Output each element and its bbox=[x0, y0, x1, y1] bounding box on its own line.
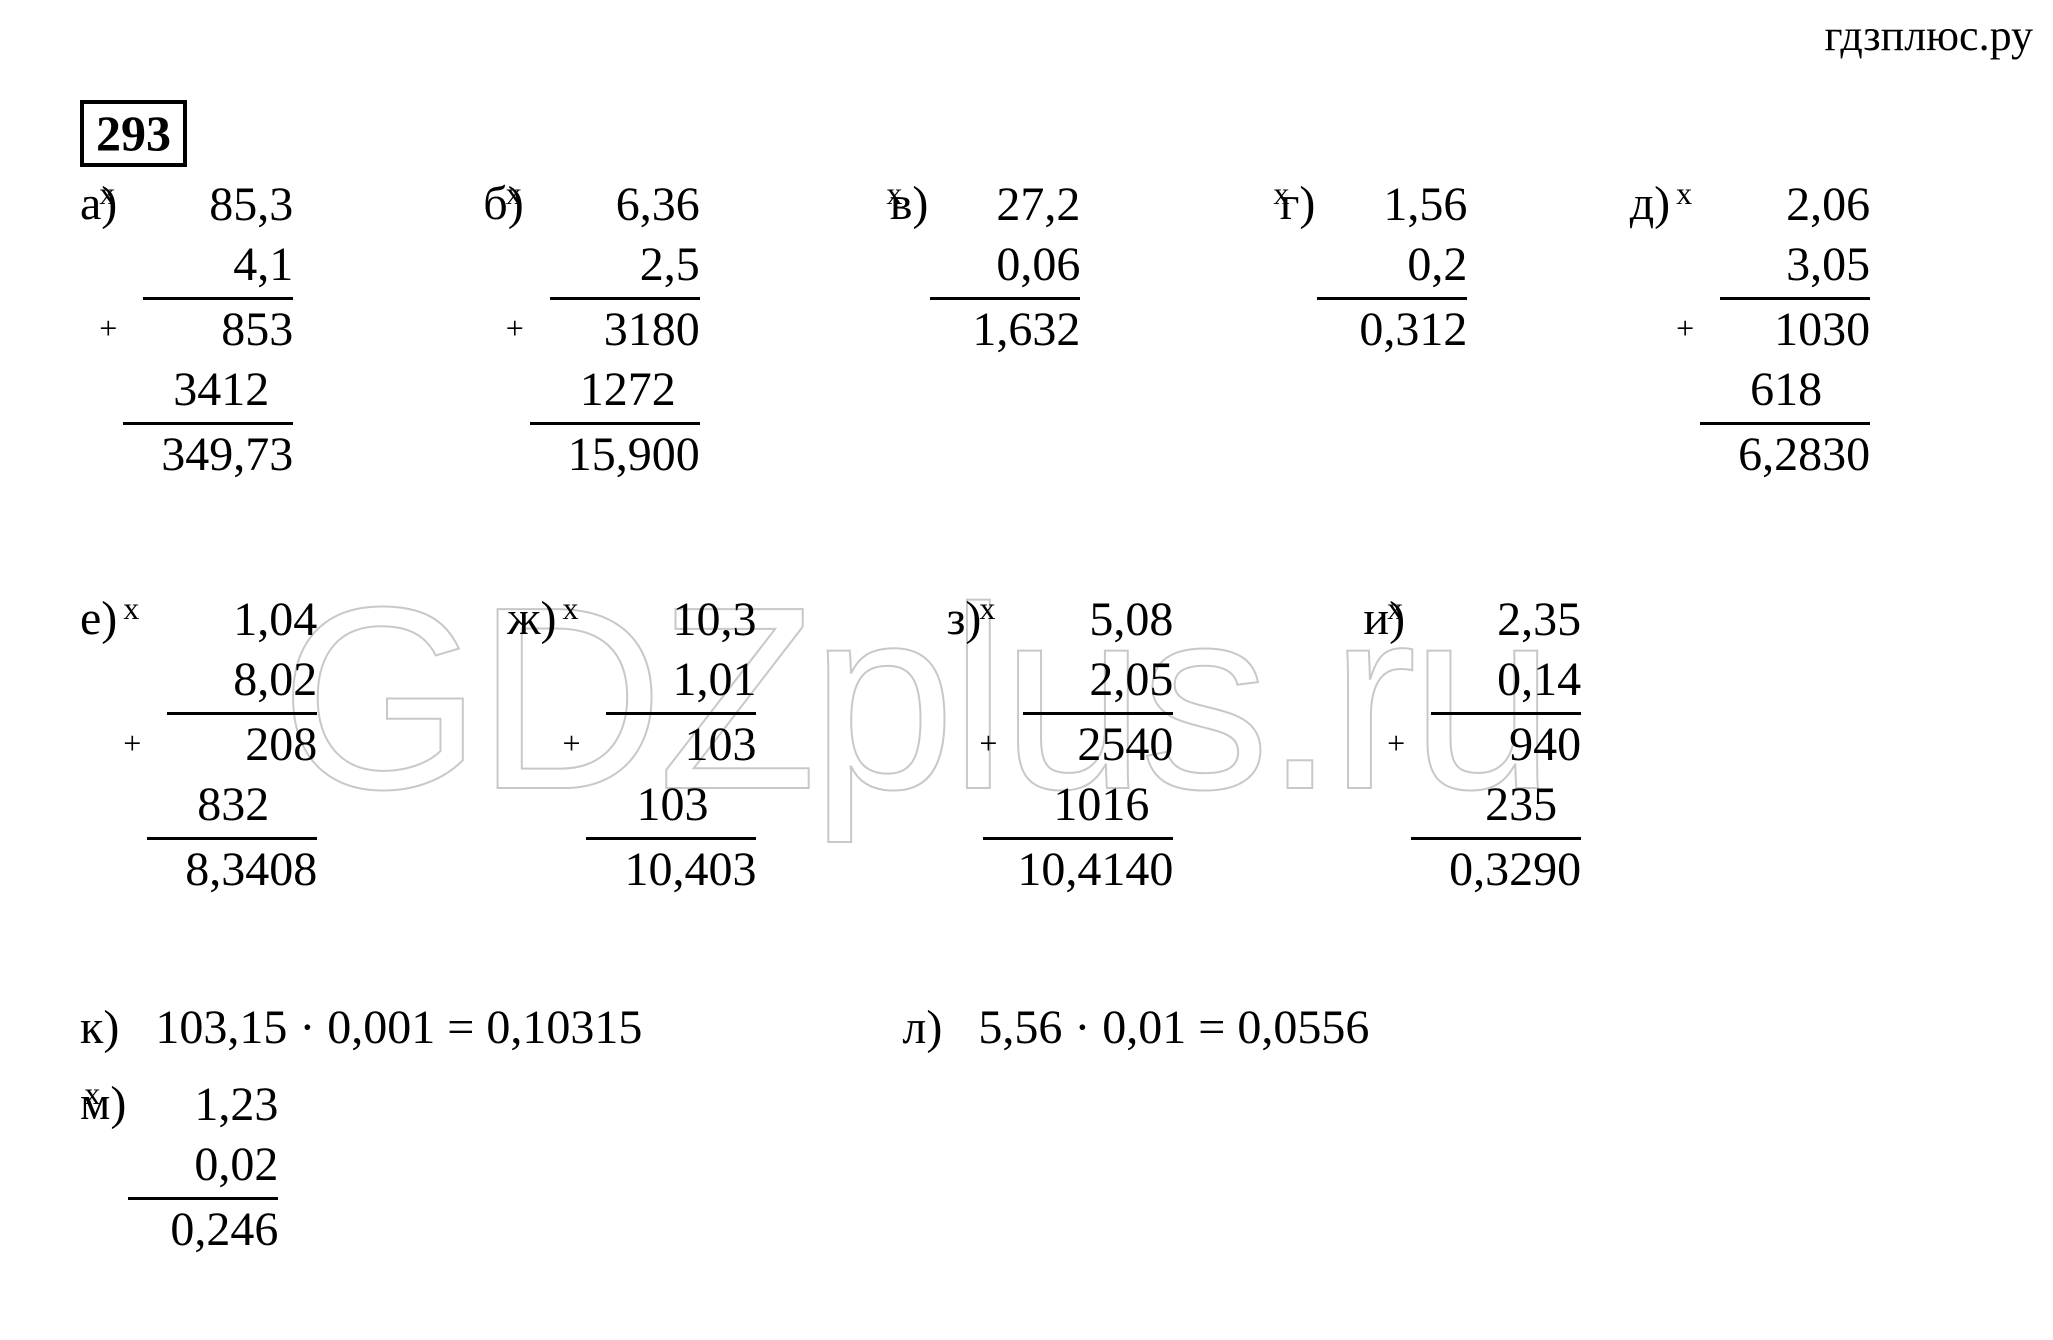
result: 10,4140 bbox=[1017, 843, 1173, 896]
multiplier: 4,1 bbox=[233, 238, 293, 291]
partial-product: 103 bbox=[684, 718, 756, 771]
partial-product: 2540 bbox=[1077, 718, 1173, 771]
column-calc: х27,2 0,06 1,632 bbox=[930, 175, 1080, 360]
multiplicand: 85,3 bbox=[209, 178, 293, 231]
partial-product: 208 bbox=[245, 718, 317, 771]
multiplicand: 1,56 bbox=[1383, 178, 1467, 231]
column-calc: х5,08 2,05 +2540 1016 10,4140 bbox=[983, 590, 1173, 900]
result: 0,246 bbox=[170, 1203, 278, 1256]
plus-sign: + bbox=[1387, 723, 1405, 763]
multiplicand: 5,08 bbox=[1089, 593, 1173, 646]
multiplicand: 2,35 bbox=[1497, 593, 1581, 646]
column-calc: х1,56 0,2 0,312 bbox=[1317, 175, 1467, 360]
problem-l: л) 5,56 · 0,01 = 0,0556 bbox=[902, 1000, 1369, 1055]
plus-sign: + bbox=[506, 308, 524, 348]
result: 10,403 bbox=[624, 843, 756, 896]
multiplier: 8,02 bbox=[233, 653, 317, 706]
inline-expression: 103,15 · 0,001 = 0,10315 bbox=[155, 1001, 642, 1054]
multiply-sign: х bbox=[979, 588, 995, 628]
problems-row-2: е) х 1,04 8,02 +208 832 8,3408 ж) х 10,3 1… bbox=[80, 590, 1581, 900]
partial-product: 1030 bbox=[1774, 303, 1870, 356]
partial-product: 940 bbox=[1509, 718, 1581, 771]
column-calc: х2,35 0,14 +940 235 0,3290 bbox=[1407, 590, 1581, 900]
problem-i: и) х2,35 0,14 +940 235 0,3290 bbox=[1363, 590, 1581, 900]
multiply-sign: х bbox=[123, 588, 139, 628]
column-calc: х85,3 4,1 +853 3412 349,73 bbox=[119, 175, 293, 485]
multiplicand: 1,23 bbox=[194, 1078, 278, 1131]
problem-label: з) bbox=[946, 590, 983, 648]
multiplier: 0,14 bbox=[1497, 653, 1581, 706]
partial-product: 3180 bbox=[604, 303, 700, 356]
partial-product: 235 bbox=[1485, 778, 1557, 831]
plus-sign: + bbox=[1676, 308, 1694, 348]
multiplicand: 6,36 bbox=[616, 178, 700, 231]
problem-a: а) х85,3 4,1 +853 3412 349,73 bbox=[80, 175, 293, 485]
partial-product: 103 bbox=[636, 778, 708, 831]
result: 15,900 bbox=[568, 428, 700, 481]
multiplicand: 1,04 bbox=[233, 593, 317, 646]
problem-d: д) х 2,06 3,05 +1030 618 6,2830 bbox=[1630, 175, 1870, 485]
partial-product: 853 bbox=[221, 303, 293, 356]
multiply-sign: х bbox=[99, 173, 115, 213]
multiply-sign: х bbox=[562, 588, 578, 628]
problems-row-1: а) х85,3 4,1 +853 3412 349,73 б) х6,36 2… bbox=[80, 175, 1870, 485]
partial-product: 832 bbox=[197, 778, 269, 831]
problem-number-box: 293 bbox=[80, 100, 187, 167]
result: 1,632 bbox=[972, 303, 1080, 356]
multiply-sign: х bbox=[1676, 173, 1692, 213]
problem-zh: ж) х 10,3 1,01 +103 103 10,403 bbox=[507, 590, 756, 900]
partial-product: 1272 bbox=[580, 363, 676, 416]
problem-g: г) х1,56 0,2 0,312 bbox=[1280, 175, 1480, 360]
problem-label: л) bbox=[902, 1001, 942, 1054]
column-calc: х 1,04 8,02 +208 832 8,3408 bbox=[119, 590, 317, 900]
multiply-sign: х bbox=[1387, 588, 1403, 628]
multiplier: 0,06 bbox=[996, 238, 1080, 291]
multiplier: 0,2 bbox=[1407, 238, 1467, 291]
multiply-sign: х bbox=[886, 173, 902, 213]
problem-e: е) х 1,04 8,02 +208 832 8,3408 bbox=[80, 590, 317, 900]
partial-product: 3412 bbox=[173, 363, 269, 416]
column-calc: х6,36 2,5 +3180 1272 15,900 bbox=[526, 175, 700, 485]
problems-row-4: м) х1,23 0,02 0,246 bbox=[80, 1075, 280, 1260]
problem-v: в) х27,2 0,06 1,632 bbox=[890, 175, 1090, 360]
problem-b: б) х6,36 2,5 +3180 1272 15,900 bbox=[483, 175, 699, 485]
problem-z: з) х5,08 2,05 +2540 1016 10,4140 bbox=[946, 590, 1173, 900]
problem-label: д) bbox=[1630, 175, 1672, 233]
column-calc: х 2,06 3,05 +1030 618 6,2830 bbox=[1672, 175, 1870, 485]
multiply-sign: х bbox=[506, 173, 522, 213]
column-calc: х 10,3 1,01 +103 103 10,403 bbox=[558, 590, 756, 900]
result: 6,2830 bbox=[1738, 428, 1870, 481]
plus-sign: + bbox=[99, 308, 117, 348]
site-url-text: гдзплюс.ру bbox=[1825, 10, 2033, 61]
multiply-sign: х bbox=[1273, 173, 1289, 213]
problem-label: к) bbox=[80, 1001, 119, 1054]
partial-product: 618 bbox=[1750, 363, 1822, 416]
plus-sign: + bbox=[979, 723, 997, 763]
multiplicand: 10,3 bbox=[672, 593, 756, 646]
multiplier: 2,5 bbox=[640, 238, 700, 291]
inline-expression: 5,56 · 0,01 = 0,0556 bbox=[978, 1001, 1369, 1054]
problem-label: е) bbox=[80, 590, 119, 648]
result: 0,312 bbox=[1359, 303, 1467, 356]
multiplier: 0,02 bbox=[194, 1138, 278, 1191]
problems-row-3: к) 103,15 · 0,001 = 0,10315 л) 5,56 · 0,… bbox=[80, 1000, 1369, 1055]
problem-m: м) х1,23 0,02 0,246 bbox=[80, 1075, 280, 1260]
multiplier: 3,05 bbox=[1786, 238, 1870, 291]
multiply-sign: х bbox=[84, 1073, 100, 1113]
plus-sign: + bbox=[562, 723, 580, 763]
multiplicand: 27,2 bbox=[996, 178, 1080, 231]
problem-k: к) 103,15 · 0,001 = 0,10315 bbox=[80, 1000, 642, 1055]
plus-sign: + bbox=[123, 723, 141, 763]
multiplier: 1,01 bbox=[672, 653, 756, 706]
multiplicand: 2,06 bbox=[1786, 178, 1870, 231]
result: 349,73 bbox=[161, 428, 293, 481]
problem-label: ж) bbox=[507, 590, 558, 648]
result: 0,3290 bbox=[1449, 843, 1581, 896]
result: 8,3408 bbox=[185, 843, 317, 896]
column-calc: х1,23 0,02 0,246 bbox=[128, 1075, 278, 1260]
multiplier: 2,05 bbox=[1089, 653, 1173, 706]
partial-product: 1016 bbox=[1053, 778, 1149, 831]
